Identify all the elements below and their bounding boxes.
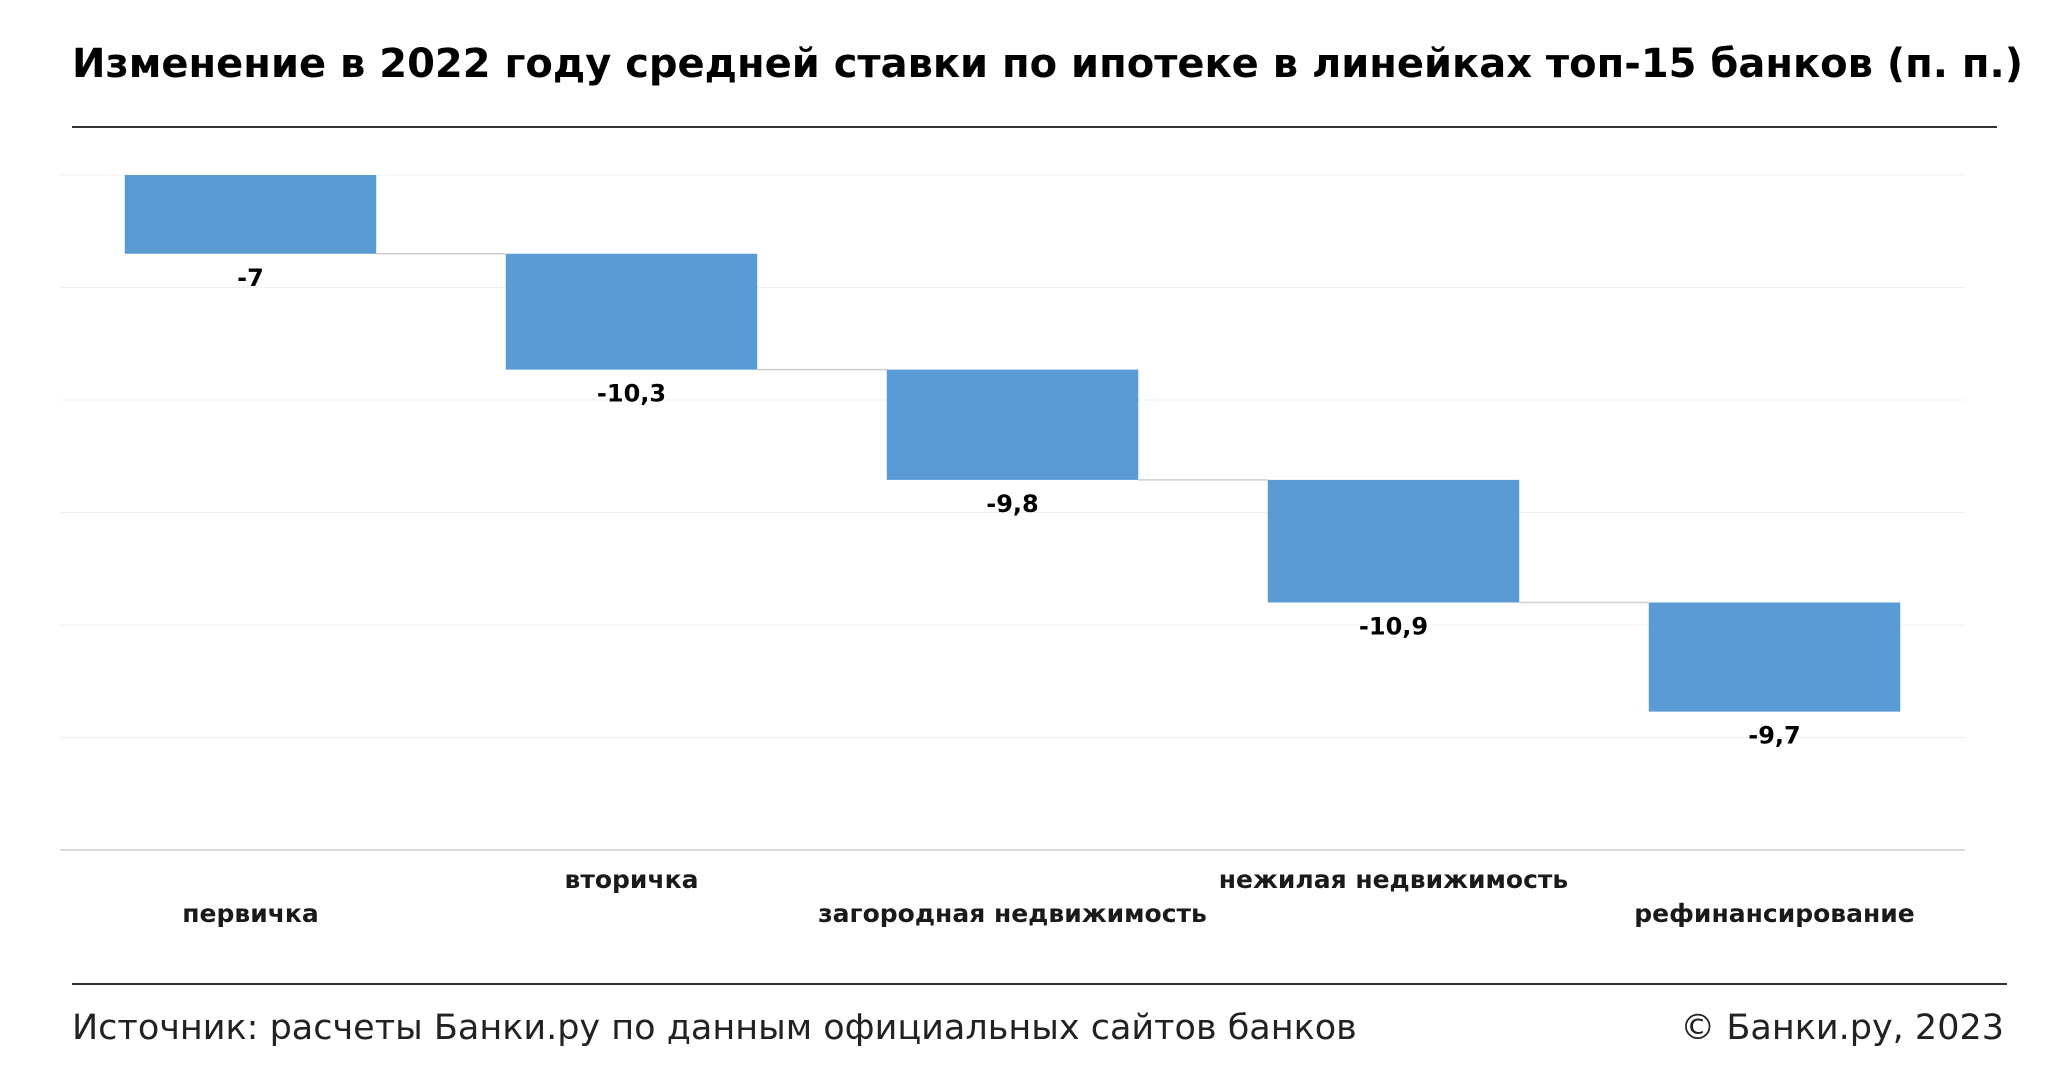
data-label: -7 [237,264,264,292]
source-note: Источник: расчеты Банки.ру по данным офи… [72,1008,1357,1048]
bar-4 [1267,479,1520,603]
category-label: вторичка [565,865,699,894]
category-label: первичка [182,899,318,928]
chart-title: Изменение в 2022 году средней ставки по … [72,41,2023,87]
category-label: нежилая недвижимость [1219,865,1568,894]
data-label: -9,8 [986,490,1038,518]
data-label: -10,3 [597,380,666,408]
bar-5 [1648,602,1901,712]
bar-1 [124,175,377,254]
data-label: -9,7 [1748,722,1800,750]
waterfall-chart: -7 -10,3 -9,8 -10,9 -9,7 первичка вторичка заго… [60,174,1965,928]
title-divider [72,126,1997,128]
copyright-note: © Банки.ру, 2023 [1680,1008,2004,1048]
bar-3 [886,369,1139,480]
category-label: загородная недвижимость [818,899,1207,928]
data-label: -10,9 [1359,613,1428,641]
bar-2 [505,253,758,370]
footer-divider [72,983,2007,985]
category-label: рефинансирование [1634,899,1914,928]
